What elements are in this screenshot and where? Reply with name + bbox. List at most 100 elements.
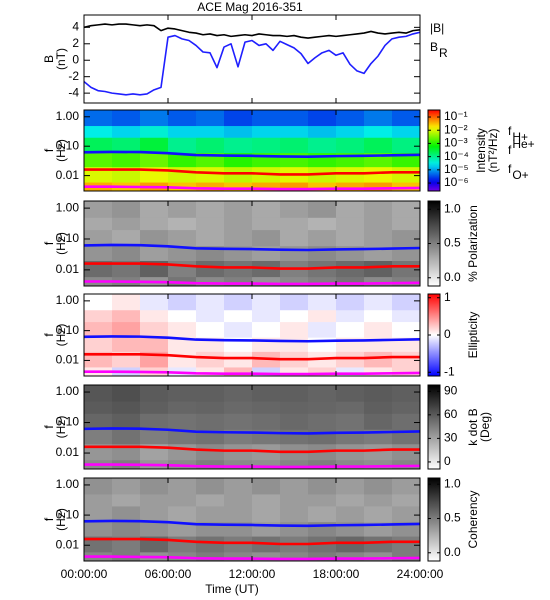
spectrogram-cell <box>308 506 337 523</box>
spectrogram-cell <box>336 494 365 507</box>
spectrogram-cell <box>196 367 225 376</box>
spectrogram-cell <box>224 551 253 561</box>
spectrogram-cell <box>336 137 365 154</box>
series-line <box>84 150 420 158</box>
spectrogram-cell <box>280 182 309 191</box>
spectrogram-cell <box>336 166 365 183</box>
y-axis-label: (Hz) <box>54 232 68 255</box>
spectrogram-cell <box>280 506 309 523</box>
spectrogram-cell <box>140 385 169 402</box>
spectrogram-cell <box>364 506 393 523</box>
spectrogram-cell <box>308 276 337 286</box>
spectrogram-cell <box>168 110 197 127</box>
spectrogram-cell <box>168 201 197 218</box>
series-line <box>84 31 420 96</box>
spectrogram-cell <box>252 182 281 191</box>
spectrogram-cell <box>252 478 281 495</box>
spectrogram-cell <box>392 217 420 231</box>
spectrogram-cell <box>252 276 281 286</box>
spectrogram-cell <box>308 385 337 402</box>
colorbar-tick-label: 90 <box>444 383 458 397</box>
spectrogram-cell <box>308 182 337 191</box>
spectrogram-cell <box>252 413 281 430</box>
spectrogram-cell <box>280 521 309 537</box>
spectrogram-cell <box>280 217 309 231</box>
spectrogram-cell <box>168 217 197 231</box>
spectrogram-cell <box>168 245 197 261</box>
spectrogram-cell <box>140 152 169 168</box>
spectrogram-cell <box>392 536 420 553</box>
colorbar <box>427 477 441 562</box>
spectrogram-cell <box>392 367 420 376</box>
spectrogram-cell <box>196 217 225 231</box>
spectrogram-cell <box>84 321 113 338</box>
spectrogram-cell <box>112 125 141 138</box>
spectrogram-cell <box>196 276 225 286</box>
spectrogram-cell <box>364 309 393 323</box>
y-axis-label: (nT) <box>54 48 68 70</box>
series-line <box>84 427 420 435</box>
y-tick-label: 0.01 <box>56 262 80 276</box>
spectrogram-cell <box>196 294 225 311</box>
colorbar-tick-label: -1 <box>444 364 455 378</box>
spectrogram-cell <box>168 413 197 430</box>
spectrogram-cell <box>112 201 141 218</box>
spectrogram-cell <box>224 443 253 461</box>
colorbar-tick-label: 0 <box>444 454 451 468</box>
spectrogram-cell <box>196 413 225 430</box>
y-axis-label: f <box>42 425 56 429</box>
x-axis-label: Time (UT) <box>205 582 259 596</box>
spectrogram-cell <box>196 182 225 191</box>
spectrogram-cell <box>336 125 365 138</box>
legend-subscript: O+ <box>512 168 528 182</box>
spectrogram-cell <box>224 478 253 495</box>
spectrogram-cell <box>280 137 309 154</box>
spectrogram-cell <box>168 321 197 338</box>
legend-label: B <box>430 40 438 54</box>
spectrogram-cell <box>364 478 393 495</box>
spectrogram-cell <box>196 506 225 523</box>
colorbar-tick-label: 0 <box>444 327 451 341</box>
spectrogram-cell <box>224 294 253 311</box>
spectrogram-cell <box>336 182 365 191</box>
spectrogram-cell <box>84 309 113 323</box>
legend-label: |B| <box>430 21 444 35</box>
spectrogram-cell <box>336 110 365 127</box>
spectrogram-cell <box>280 229 309 247</box>
spectrogram-cell <box>112 506 141 523</box>
spectrogram-cell <box>308 413 337 430</box>
y-axis-label: B <box>42 55 56 63</box>
spectrogram-cell <box>308 137 337 154</box>
spectrogram-cell <box>224 217 253 231</box>
spectrogram-cell <box>196 229 225 247</box>
spectrogram-cell <box>140 321 169 338</box>
colorbar-tick-label: 10⁻⁶ <box>444 175 469 189</box>
spectrogram-cell <box>364 137 393 154</box>
colorbar-tick-label: 0.5 <box>444 236 461 250</box>
spectrogram-cell <box>252 309 281 323</box>
colorbar-tick-label: 10⁻⁴ <box>444 149 469 163</box>
spectrogram-cell <box>280 413 309 430</box>
spectrogram-cell <box>336 385 365 402</box>
spectrogram-cell <box>252 321 281 338</box>
spectrogram-cell <box>252 125 281 138</box>
spectrogram-cell <box>84 152 113 168</box>
spectrogram-cell <box>140 110 169 127</box>
spectrogram-cell <box>308 125 337 138</box>
spectrogram-cell <box>224 166 253 183</box>
spectrogram-cell <box>280 201 309 218</box>
spectrogram-cell <box>84 506 113 523</box>
spectrogram-cell <box>280 245 309 261</box>
legend-subscript: H+ <box>512 130 528 144</box>
spectrogram-cell <box>168 229 197 247</box>
spectrogram-cell <box>280 276 309 286</box>
colorbar-tick-label: 0.0 <box>444 545 461 559</box>
series-line <box>84 519 420 528</box>
spectrogram-cell <box>280 385 309 402</box>
spectrogram-cell <box>364 413 393 430</box>
plot-area <box>84 201 420 286</box>
spectrogram-cell <box>308 401 337 414</box>
spectrogram-cell <box>224 459 253 469</box>
x-tick-label: 06:00:00 <box>145 567 192 581</box>
